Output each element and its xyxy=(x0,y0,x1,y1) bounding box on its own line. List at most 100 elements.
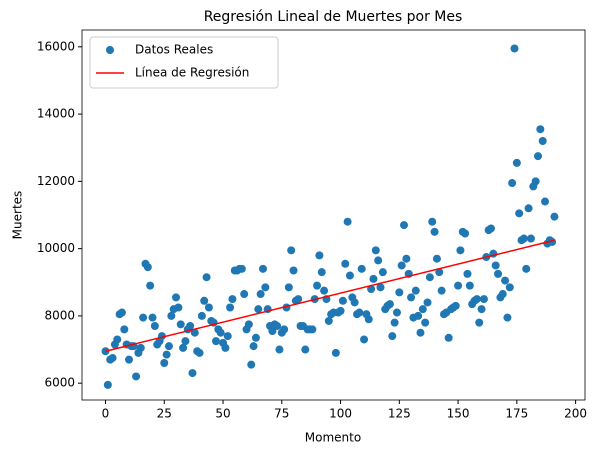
data-point xyxy=(113,335,122,344)
y-tick-label: 8000 xyxy=(44,308,75,322)
y-tick-label: 12000 xyxy=(37,174,75,188)
data-point xyxy=(167,311,176,320)
x-tick-label: 75 xyxy=(274,407,289,421)
data-point xyxy=(400,221,409,230)
data-point xyxy=(451,301,460,310)
data-point xyxy=(505,283,514,292)
data-point xyxy=(289,266,298,275)
data-point xyxy=(494,269,503,278)
y-tick-label: 10000 xyxy=(37,241,75,255)
data-point xyxy=(411,286,420,295)
data-point xyxy=(501,276,510,285)
data-point xyxy=(160,359,169,367)
data-point xyxy=(120,325,129,334)
data-point xyxy=(103,380,112,389)
data-point xyxy=(395,288,404,297)
data-point xyxy=(195,348,204,357)
data-point xyxy=(515,209,524,218)
x-tick-label: 175 xyxy=(505,407,528,421)
data-point xyxy=(524,204,533,213)
data-point xyxy=(172,293,181,302)
y-tick-label: 14000 xyxy=(37,107,75,121)
data-point xyxy=(498,290,507,299)
data-point xyxy=(164,342,173,351)
data-point xyxy=(472,295,481,304)
data-point xyxy=(435,268,444,277)
data-point xyxy=(117,308,126,317)
data-point xyxy=(508,179,517,188)
x-tick-label: 200 xyxy=(564,407,587,421)
data-point xyxy=(531,177,540,186)
data-point xyxy=(256,290,265,299)
x-tick-label: 125 xyxy=(388,407,411,421)
x-tick-label: 150 xyxy=(447,407,470,421)
data-point xyxy=(465,281,474,290)
data-point xyxy=(275,345,284,354)
data-point xyxy=(522,264,531,273)
data-point xyxy=(268,327,277,336)
data-point xyxy=(247,360,256,369)
data-point xyxy=(287,246,296,255)
data-point xyxy=(432,254,441,263)
data-point xyxy=(550,212,559,221)
data-point xyxy=(374,256,383,265)
data-point xyxy=(437,286,446,295)
data-point xyxy=(418,305,427,314)
data-point xyxy=(320,286,329,295)
data-point xyxy=(428,217,437,226)
data-point xyxy=(216,328,225,337)
data-point xyxy=(414,311,423,320)
data-point xyxy=(254,305,263,314)
data-point xyxy=(402,254,411,263)
data-point xyxy=(454,281,463,290)
data-point xyxy=(200,296,209,305)
data-point xyxy=(338,296,347,305)
data-point xyxy=(388,332,397,341)
data-point xyxy=(188,369,197,378)
data-point xyxy=(475,318,484,327)
data-point xyxy=(369,274,378,283)
x-tick-label: 25 xyxy=(157,407,172,421)
data-point xyxy=(186,322,195,330)
data-point xyxy=(477,305,486,314)
data-point xyxy=(456,246,465,255)
data-point xyxy=(430,227,439,236)
data-point xyxy=(301,345,310,354)
data-point xyxy=(341,259,350,268)
data-point xyxy=(331,348,340,357)
data-point xyxy=(125,355,134,364)
data-point xyxy=(378,268,387,277)
data-point xyxy=(226,303,235,312)
data-point xyxy=(179,343,188,352)
data-point xyxy=(162,350,171,359)
data-point xyxy=(533,152,542,161)
data-point xyxy=(392,308,401,317)
data-point xyxy=(385,300,394,309)
data-point xyxy=(315,251,324,260)
x-tick-label: 100 xyxy=(329,407,352,421)
data-point xyxy=(444,333,453,342)
data-point xyxy=(249,342,258,351)
data-point xyxy=(221,343,230,352)
data-point xyxy=(176,320,185,329)
data-point xyxy=(360,335,369,344)
x-tick-label: 50 xyxy=(215,407,230,421)
data-point xyxy=(148,313,157,322)
data-point xyxy=(146,281,155,290)
chart-title: Regresión Lineal de Muertes por Mes xyxy=(204,9,463,25)
legend-marker xyxy=(106,46,114,54)
data-point xyxy=(228,295,237,304)
data-point xyxy=(190,328,199,337)
data-point xyxy=(503,313,512,322)
data-point xyxy=(423,298,432,307)
data-point xyxy=(463,269,472,278)
data-point xyxy=(280,325,289,334)
data-point xyxy=(364,315,373,324)
data-point xyxy=(479,295,488,304)
data-point xyxy=(244,320,253,329)
data-point xyxy=(367,285,376,293)
data-point xyxy=(538,137,547,145)
plot-frame xyxy=(81,29,586,401)
y-tick-label: 16000 xyxy=(37,39,75,53)
